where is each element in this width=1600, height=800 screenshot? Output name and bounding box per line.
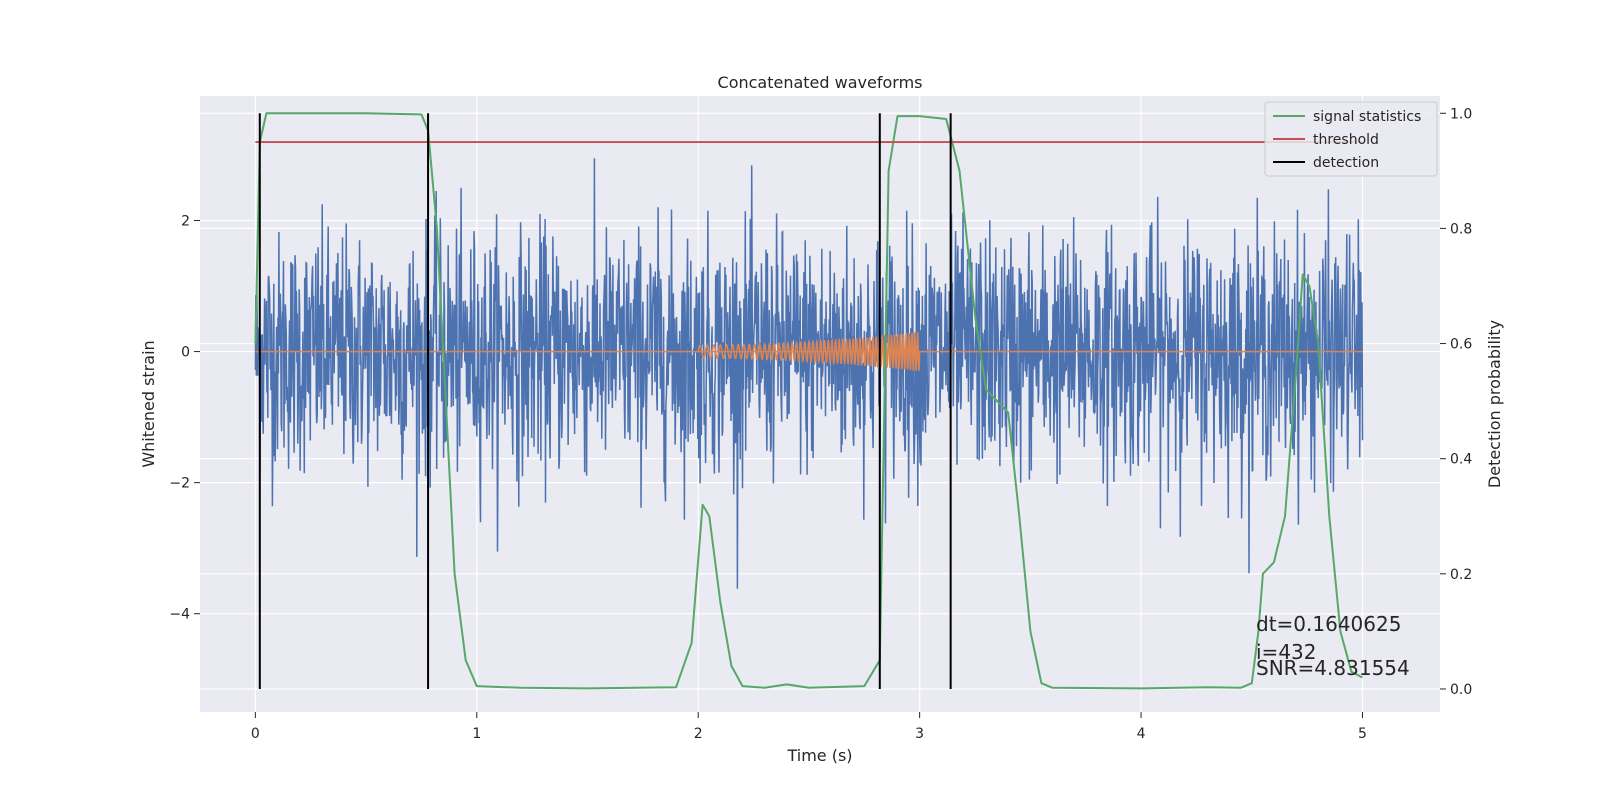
tick-label-x: 4	[1137, 726, 1146, 742]
annotation-text: dt=0.1640625	[1256, 612, 1401, 636]
chirp-line	[697, 331, 921, 372]
signal-statistics-line	[254, 112, 1363, 690]
tick-label-right: 0.6	[1450, 337, 1472, 353]
legend-label: signal statistics	[1313, 109, 1421, 125]
signal-statistics-series	[254, 112, 1363, 690]
tick-label-left: 0	[181, 345, 190, 361]
strain-series	[254, 158, 1364, 589]
detection-lines	[258, 113, 952, 689]
x-axis-label: Time (s)	[786, 746, 852, 765]
tick-label-x: 2	[694, 726, 703, 742]
strain-line	[254, 158, 1364, 589]
legend: signal statistics threshold detection	[1264, 101, 1438, 177]
legend-label: detection	[1313, 155, 1379, 171]
annotation-text: i=432	[1256, 640, 1317, 664]
tick-label-x: 5	[1358, 726, 1367, 742]
tick-label-x: 1	[472, 726, 481, 742]
annotation-text: SNR=4.831554	[1256, 656, 1410, 680]
tick-label-x: 0	[251, 726, 260, 742]
x-axis-ticks: 0 1 2 3 4 5	[251, 712, 1367, 742]
tick-label-left: −4	[169, 607, 190, 623]
tick-label-right: 1.0	[1450, 106, 1472, 122]
tick-label-right: 0.2	[1450, 567, 1472, 583]
left-axis-ticks: −4 −2 0 2	[169, 214, 200, 623]
legend-label: threshold	[1313, 132, 1379, 148]
tick-label-right: 0.4	[1450, 452, 1472, 468]
tick-label-left: −2	[169, 476, 190, 492]
tick-label-x: 3	[915, 726, 924, 742]
right-axis-ticks: 0.0 0.2 0.4 0.6 0.8 1.0	[1440, 106, 1472, 698]
chirp-series	[697, 331, 921, 372]
y-axis-label-right: Detection probability	[1485, 320, 1504, 488]
legend-box	[1264, 101, 1438, 177]
chart-title: Concatenated waveforms	[718, 73, 923, 92]
tick-label-right: 0.0	[1450, 682, 1472, 698]
y-axis-label-left: Whitened strain	[139, 340, 158, 467]
tick-label-right: 0.8	[1450, 221, 1472, 237]
tick-label-left: 2	[181, 214, 190, 230]
